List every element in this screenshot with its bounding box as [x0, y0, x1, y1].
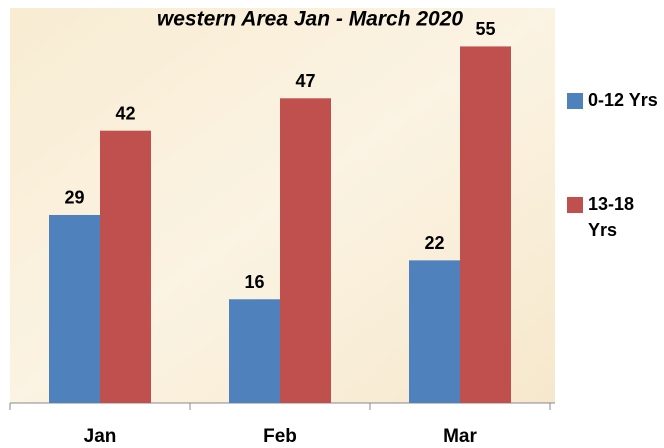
data-label: 29	[64, 188, 84, 208]
legend-label: 13-18 Yrs	[588, 194, 635, 240]
x-tick-label: Jan	[84, 426, 117, 447]
chart-title: western Area Jan - March 2020	[157, 8, 464, 31]
bar	[409, 260, 460, 403]
bar	[49, 214, 100, 403]
bar	[100, 130, 151, 403]
data-label: 55	[475, 19, 495, 39]
data-label: 47	[295, 71, 315, 91]
bar	[460, 46, 511, 404]
legend-swatch	[567, 197, 583, 213]
x-tick-label: Mar	[443, 426, 477, 447]
bar	[229, 299, 280, 403]
bar	[280, 98, 331, 404]
data-label: 16	[244, 272, 264, 292]
data-label: 42	[115, 103, 135, 123]
legend-label: 0-12 Yrs	[588, 90, 658, 110]
data-label: 22	[424, 233, 444, 253]
legend-swatch	[567, 93, 583, 109]
x-tick-label: Feb	[263, 426, 297, 447]
